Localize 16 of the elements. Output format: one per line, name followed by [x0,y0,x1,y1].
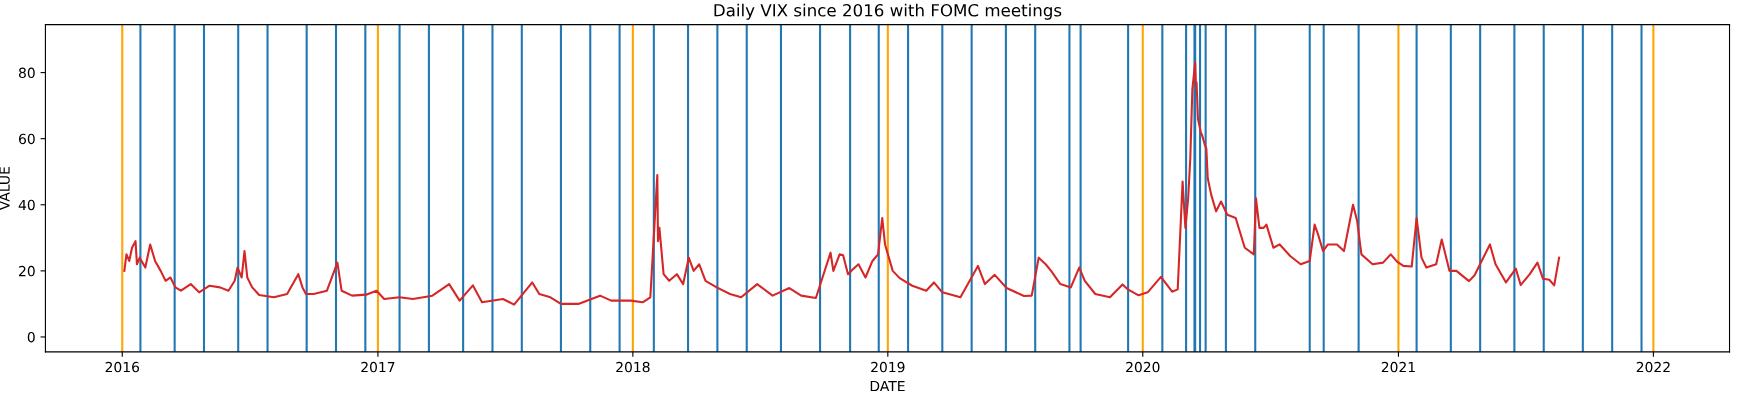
x-tick-label: 2016 [105,361,140,373]
x-tick-label: 2017 [361,361,395,373]
x-axis-title: DATE [870,380,905,392]
x-tick-label: 2018 [616,361,650,373]
y-axis-title: VALUE [0,167,10,211]
line-series [123,61,1561,306]
x-tick-label: 2019 [871,361,905,373]
y-tick-label: 0 [27,331,35,343]
chart-title: Daily VIX since 2016 with FOMC meetings [714,3,1062,20]
x-tick-label: 2022 [1636,361,1670,373]
x-tick-label: 2020 [1126,361,1160,373]
y-tick-label: 20 [19,265,35,277]
y-tick-label: 40 [18,199,35,211]
y-tick-label: 80 [18,67,35,79]
x-tick-label: 2021 [1381,361,1415,373]
y-tick-label: 60 [19,133,35,145]
